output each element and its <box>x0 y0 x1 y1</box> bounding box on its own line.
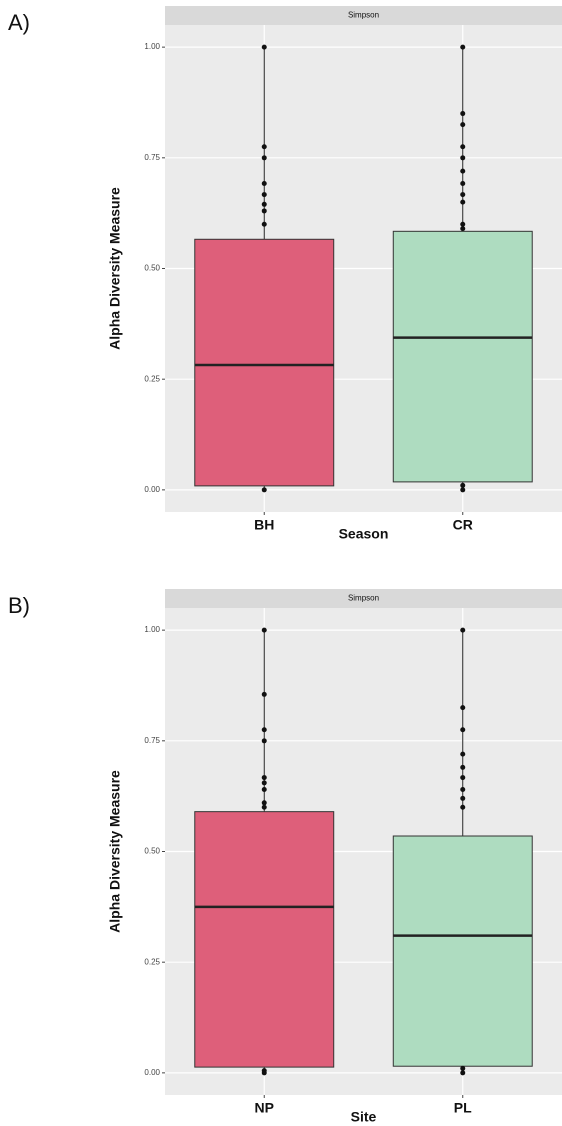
box <box>194 811 335 1068</box>
y-tick-label: 1.00 <box>144 625 160 634</box>
point <box>261 780 267 786</box>
y-axis-label: Alpha Diversity Measure <box>107 770 123 933</box>
y-tick-label: 0.25 <box>144 957 160 966</box>
point <box>460 775 466 781</box>
point <box>460 122 466 128</box>
x-axis-label: Season <box>339 526 389 542</box>
point <box>460 482 466 488</box>
strip <box>165 6 562 25</box>
y-tick-label: 0.75 <box>144 736 160 745</box>
y-tick-label: 0.75 <box>144 153 160 162</box>
x-tick-label: BH <box>254 517 274 533</box>
point <box>460 787 466 793</box>
point <box>261 800 267 806</box>
point <box>261 201 267 207</box>
point <box>460 226 466 232</box>
point <box>261 44 267 50</box>
point <box>460 487 466 493</box>
point <box>261 1068 267 1074</box>
y-tick-label: 0.00 <box>144 1068 160 1077</box>
point <box>460 1070 466 1076</box>
y-tick-label: 1.00 <box>144 42 160 51</box>
x-tick-label: NP <box>255 1100 274 1116</box>
point <box>460 144 466 150</box>
point <box>261 155 267 161</box>
panel-label: B) <box>8 593 30 618</box>
strip-label: Simpson <box>348 11 379 20</box>
point <box>460 199 466 205</box>
point <box>460 727 466 733</box>
point <box>460 180 466 186</box>
box <box>392 230 533 483</box>
point <box>460 804 466 810</box>
point <box>460 155 466 161</box>
point <box>261 144 267 150</box>
point <box>460 221 466 227</box>
y-tick-label: 0.50 <box>144 847 160 856</box>
point <box>460 168 466 174</box>
point <box>460 751 466 757</box>
strip <box>165 589 562 608</box>
y-tick-label: 0.25 <box>144 374 160 383</box>
point <box>460 1065 466 1071</box>
point <box>261 221 267 227</box>
point <box>261 738 267 744</box>
point <box>261 208 267 214</box>
x-tick-label: PL <box>454 1100 472 1116</box>
point <box>261 180 267 186</box>
y-axis-label: Alpha Diversity Measure <box>107 187 123 350</box>
x-axis-label: Site <box>351 1109 377 1125</box>
point <box>460 44 466 50</box>
point <box>460 705 466 711</box>
point <box>261 627 267 633</box>
point <box>460 795 466 801</box>
x-tick-label: CR <box>453 517 473 533</box>
point <box>261 787 267 793</box>
point <box>261 691 267 697</box>
box <box>194 238 335 487</box>
point <box>261 487 267 493</box>
point <box>460 764 466 770</box>
point <box>261 727 267 733</box>
point <box>261 804 267 810</box>
point <box>261 775 267 781</box>
point <box>460 627 466 633</box>
panel-label: A) <box>8 10 30 35</box>
point <box>460 111 466 117</box>
y-tick-label: 0.50 <box>144 264 160 273</box>
strip-label: Simpson <box>348 594 379 603</box>
point <box>261 192 267 198</box>
y-tick-label: 0.00 <box>144 485 160 494</box>
box <box>392 835 533 1067</box>
point <box>460 192 466 198</box>
